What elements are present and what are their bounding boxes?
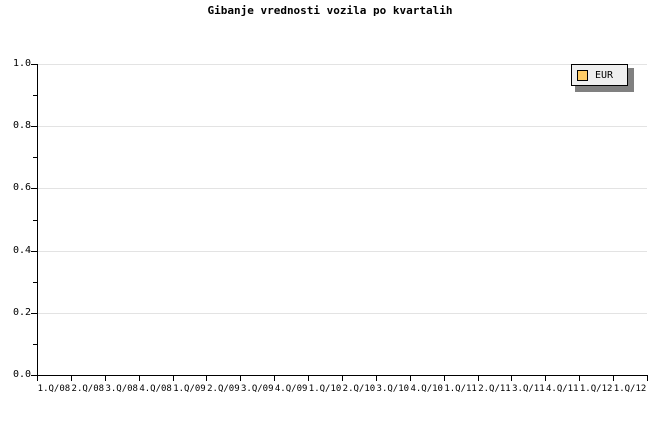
x-axis-tick-label: 4.Q/09 <box>274 384 308 394</box>
x-axis-tick-label: 1.Q/12 <box>579 384 613 394</box>
x-axis-line <box>37 375 648 376</box>
y-tick-minor <box>33 95 37 97</box>
legend-swatch-eur <box>577 69 588 81</box>
gridline <box>37 188 647 190</box>
y-tick-minor <box>33 219 37 221</box>
x-axis-tick-label: 4.Q/11 <box>546 384 579 394</box>
gridline <box>37 64 647 65</box>
x-tick <box>545 376 546 381</box>
y-tick-minor <box>33 281 37 283</box>
x-tick <box>206 376 207 381</box>
x-tick <box>444 376 445 381</box>
x-axis-tick-label: 3.Q/11 <box>512 384 545 394</box>
x-tick <box>410 376 411 381</box>
y-tick-major <box>31 64 37 65</box>
x-tick <box>511 376 512 381</box>
y-tick-major <box>31 312 37 314</box>
x-axis-tick-label: 1.Q/09 <box>173 384 206 394</box>
x-tick <box>37 376 38 381</box>
x-tick <box>376 376 377 381</box>
x-axis-tick-label: 2.Q/10 <box>342 384 376 394</box>
y-tick-major <box>31 250 37 252</box>
x-axis-tick-label: 1.Q/08 <box>37 384 71 394</box>
y-axis-tick-label: 0.0 <box>12 369 31 380</box>
x-axis-tick-label: 4.Q/10 <box>410 384 443 394</box>
y-axis-tick-label: 0.2 <box>12 306 31 318</box>
x-tick <box>240 376 241 381</box>
gridline <box>37 250 647 252</box>
y-tick-minor <box>33 157 37 159</box>
x-tick <box>173 376 174 381</box>
x-tick <box>308 376 309 381</box>
y-axis-tick-label: 0.6 <box>12 182 31 194</box>
gridline <box>37 126 647 128</box>
plot-area <box>37 64 647 376</box>
x-axis-tick-label: 3.Q/09 <box>241 384 274 394</box>
x-tick <box>579 376 580 381</box>
chart-legend[interactable]: EUR <box>571 64 628 86</box>
x-tick <box>342 376 343 381</box>
x-axis-tick-label: 3.Q/08 <box>105 384 138 394</box>
y-axis-tick-label: 1.0 <box>12 58 31 69</box>
y-tick-major <box>31 126 37 128</box>
legend-label-eur: EUR <box>595 69 614 81</box>
x-axis-tick-label: 2.Q/11 <box>478 384 511 394</box>
x-tick <box>139 376 140 381</box>
x-tick <box>478 376 479 381</box>
x-axis-tick-label: 1.Q/10 <box>308 384 342 394</box>
x-axis-tick-label: 2.Q/08 <box>71 384 105 394</box>
x-axis-tick-label: 1.Q/11 <box>444 384 477 394</box>
y-axis-tick-label: 0.8 <box>12 120 31 132</box>
y-axis-line <box>37 64 38 376</box>
x-axis-tick-label: 1.Q/12 <box>613 384 647 394</box>
gridline <box>37 312 647 314</box>
x-tick <box>613 376 614 381</box>
x-tick <box>274 376 275 381</box>
y-tick-major <box>31 188 37 190</box>
x-tick <box>71 376 72 381</box>
x-axis-tick-label: 4.Q/08 <box>139 384 172 394</box>
y-tick-minor <box>33 343 37 345</box>
x-tick <box>647 376 648 381</box>
x-axis-tick-label: 3.Q/10 <box>376 384 410 394</box>
y-tick-major <box>31 375 37 376</box>
chart-title: Gibanje vrednosti vozila po kvartalih <box>207 4 453 17</box>
y-axis-tick-label: 0.4 <box>12 244 31 256</box>
x-axis-tick-label: 2.Q/09 <box>207 384 240 394</box>
x-tick <box>105 376 106 381</box>
